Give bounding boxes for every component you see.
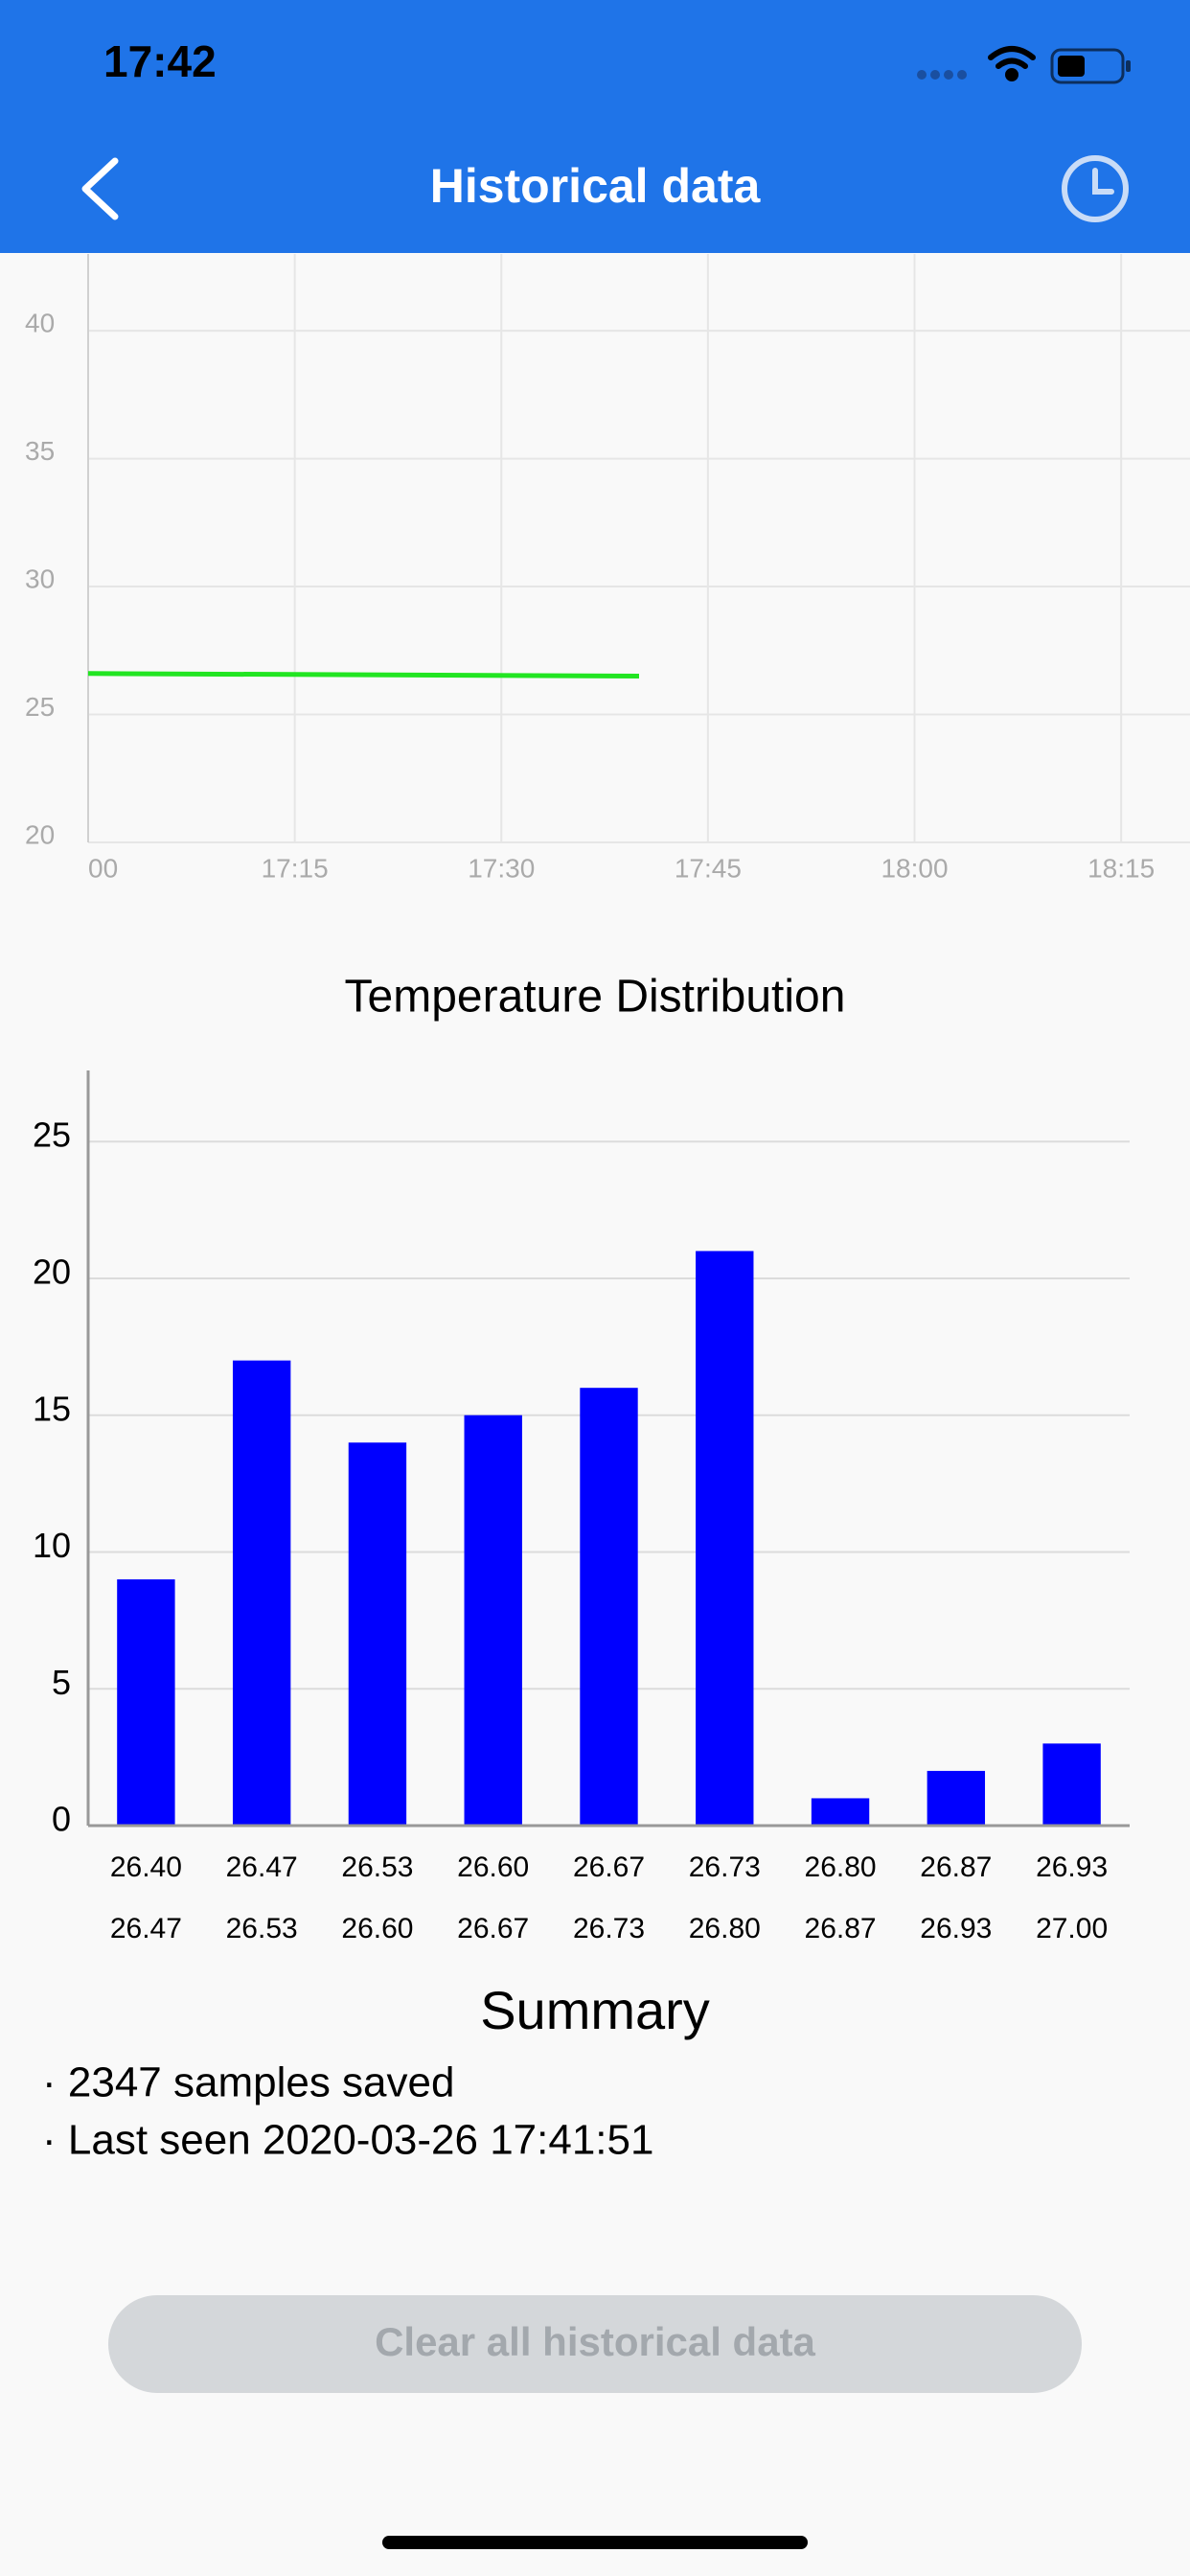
bar [117,1579,175,1826]
x-tick-label: 17:15 [262,853,329,883]
bar [464,1414,522,1826]
status-time: 17:42 [103,36,217,86]
back-button[interactable] [81,157,119,220]
bin-end-label: 26.53 [226,1913,298,1944]
summary-line: · Last seen 2020-03-26 17:41:51 [42,2117,653,2164]
bin-start-label: 26.67 [573,1852,645,1883]
histogram-title: Temperature Distribution [345,972,846,1023]
x-tick-label: 00 [88,853,118,883]
clear-button[interactable] [108,2295,1082,2393]
x-tick-label: 18:00 [881,853,948,883]
history-button[interactable] [1062,155,1129,222]
y-tick-label: 25 [25,692,55,722]
bar [580,1388,638,1826]
y-tick-label: 25 [33,1116,71,1155]
bar [811,1798,870,1826]
data-line [87,671,640,678]
x-tick-label: 18:15 [1087,853,1155,883]
bin-start-label: 26.40 [110,1852,182,1883]
bar [232,1360,291,1826]
x-tick-label: 17:30 [468,853,535,883]
bin-start-label: 26.73 [689,1852,761,1883]
battery-icon [1050,48,1131,84]
line-chart: 20 25 30 35 40 00 17:15 17:30 17:45 18:00 18:15 [25,254,1190,883]
bin-end-label: 26.73 [573,1913,645,1944]
y-tick-label: 0 [52,1800,71,1839]
home-indicator [382,2536,808,2549]
y-tick-label: 10 [33,1526,71,1565]
y-tick-label: 35 [25,436,55,466]
nav-title: Historical data [430,159,762,213]
bin-start-label: 26.93 [1036,1852,1108,1883]
bar [696,1251,754,1826]
y-tick-label: 15 [33,1389,71,1428]
bin-end-label: 26.67 [457,1913,529,1944]
clear-button-label: Clear all historical data [375,2319,815,2364]
nav-bar [0,0,1190,253]
bin-start-label: 26.87 [920,1852,992,1883]
bin-end-label: 26.60 [341,1913,413,1944]
y-tick-label: 40 [25,308,55,337]
bin-end-label: 26.80 [689,1913,761,1944]
summary-line: · 2347 samples saved [42,2059,454,2106]
summary-title: Summary [480,1980,710,2040]
bin-end-label: 26.87 [805,1913,877,1944]
bin-end-label: 26.93 [920,1913,992,1944]
x-tick-label: 17:45 [675,853,742,883]
wifi-icon [988,46,1036,81]
bin-start-label: 26.53 [341,1852,413,1883]
bar [348,1442,407,1826]
bin-end-label: 27.00 [1036,1913,1108,1944]
y-tick-label: 30 [25,564,55,593]
bin-start-label: 26.60 [457,1852,529,1883]
signal-icon [917,70,967,80]
y-tick-label: 5 [52,1663,71,1702]
y-tick-label: 20 [33,1253,71,1292]
y-tick-label: 20 [25,819,55,849]
bin-start-label: 26.47 [226,1852,298,1883]
bar [927,1770,986,1826]
bin-start-label: 26.80 [805,1852,877,1883]
bin-end-label: 26.47 [110,1913,182,1944]
bar [1042,1743,1101,1826]
histogram: 0 5 10 15 20 25 26.40 26.47 26.47 26.53 26.53 26.60… [33,1070,1130,1944]
